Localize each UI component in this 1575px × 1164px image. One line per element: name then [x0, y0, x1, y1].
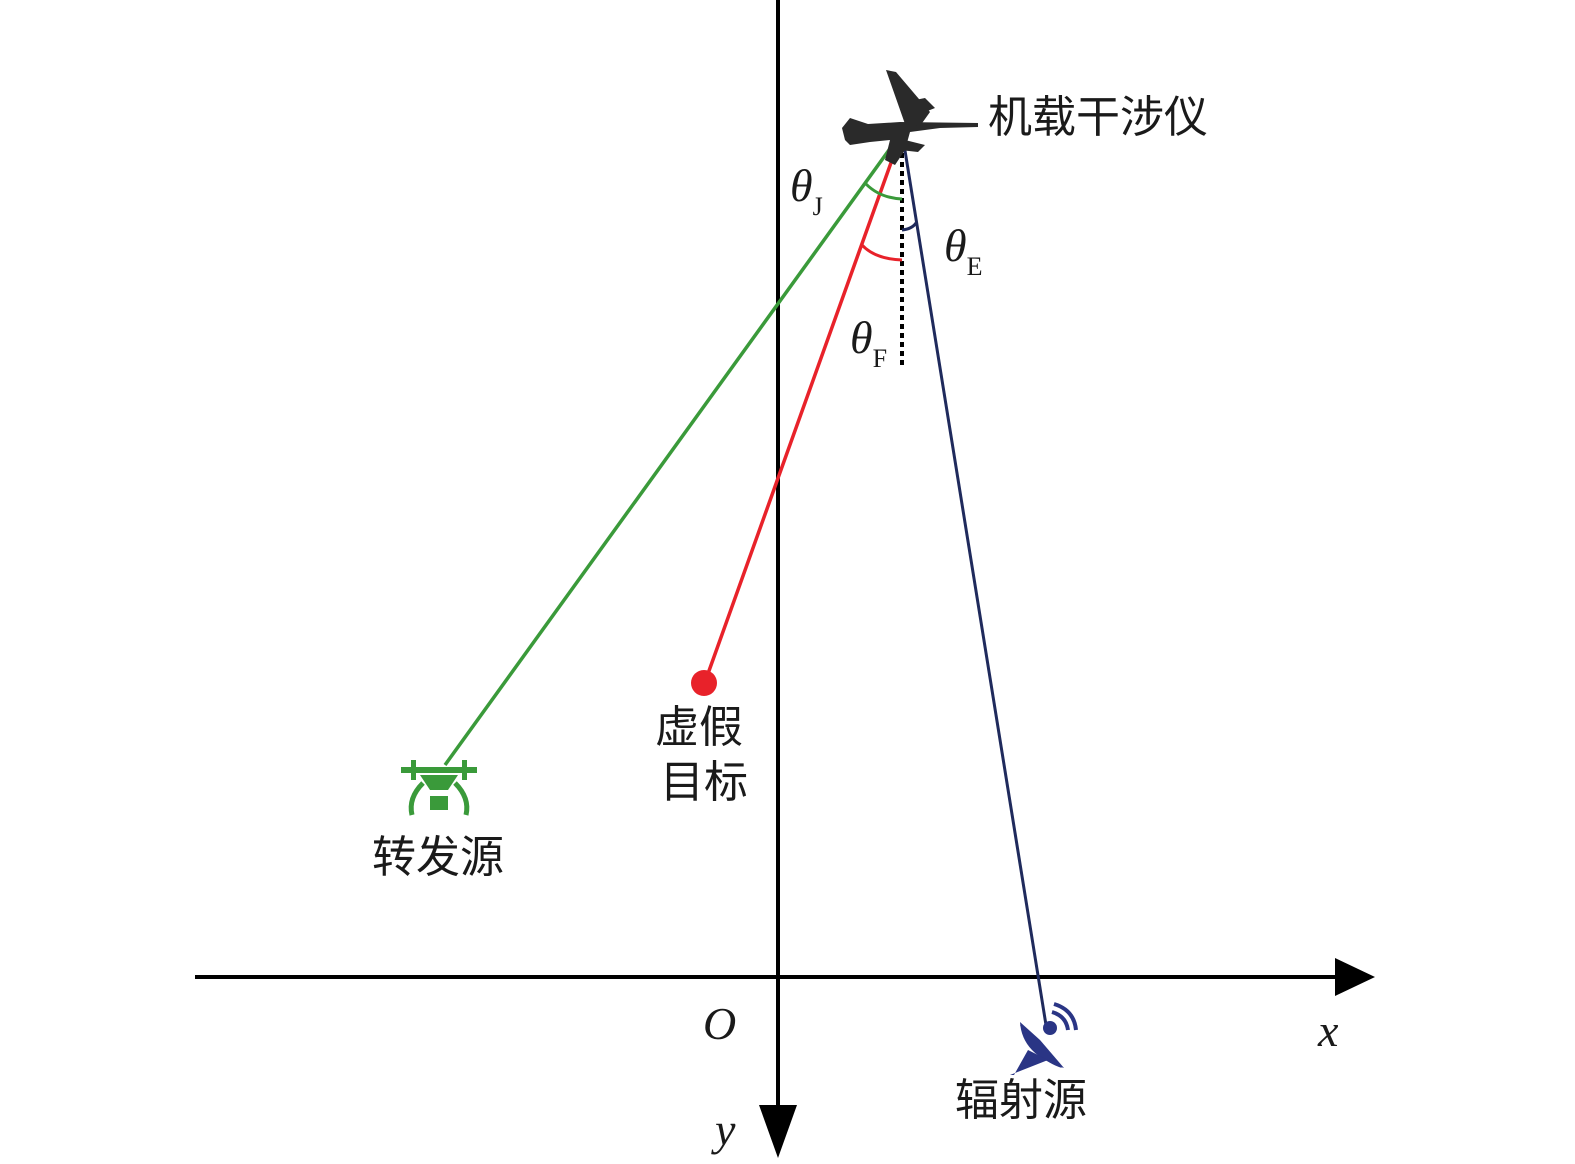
- airplane-icon: [842, 70, 978, 165]
- drone-icon: [401, 760, 477, 816]
- false-target-label-line1: 虚假: [655, 702, 743, 753]
- theta-symbol: θ: [850, 312, 873, 363]
- emitter-label: 辐射源: [955, 1075, 1087, 1126]
- y-axis-arrow: [759, 1105, 797, 1158]
- false-target-point: [691, 670, 717, 696]
- theta-e-label: θE: [944, 218, 983, 282]
- repeater-label: 转发源: [372, 832, 504, 883]
- y-axis-label: y: [715, 1104, 736, 1155]
- x-axis-label: x: [1318, 1005, 1339, 1056]
- x-axis-arrow: [1335, 958, 1375, 996]
- false-target-label-line2: 目标: [660, 757, 748, 808]
- theta-f-subscript: F: [872, 344, 888, 373]
- theta-j-label: θJ: [790, 158, 823, 222]
- theta-symbol: θ: [790, 160, 813, 211]
- emitter-line: [900, 131, 1048, 1026]
- jammer-label: 机载干涉仪: [988, 92, 1208, 143]
- repeater-line: [443, 130, 904, 767]
- theta-e-subscript: E: [966, 252, 983, 281]
- radar-dish-icon: [1010, 1002, 1078, 1075]
- theta-f-arc: [860, 243, 903, 262]
- origin-label: O: [703, 998, 737, 1049]
- theta-j-subscript: J: [812, 192, 823, 221]
- theta-j-arc: [864, 182, 903, 201]
- theta-e-arc: [901, 222, 918, 232]
- false-target-line: [703, 131, 904, 683]
- theta-f-label: θF: [850, 310, 887, 374]
- theta-symbol: θ: [944, 220, 967, 271]
